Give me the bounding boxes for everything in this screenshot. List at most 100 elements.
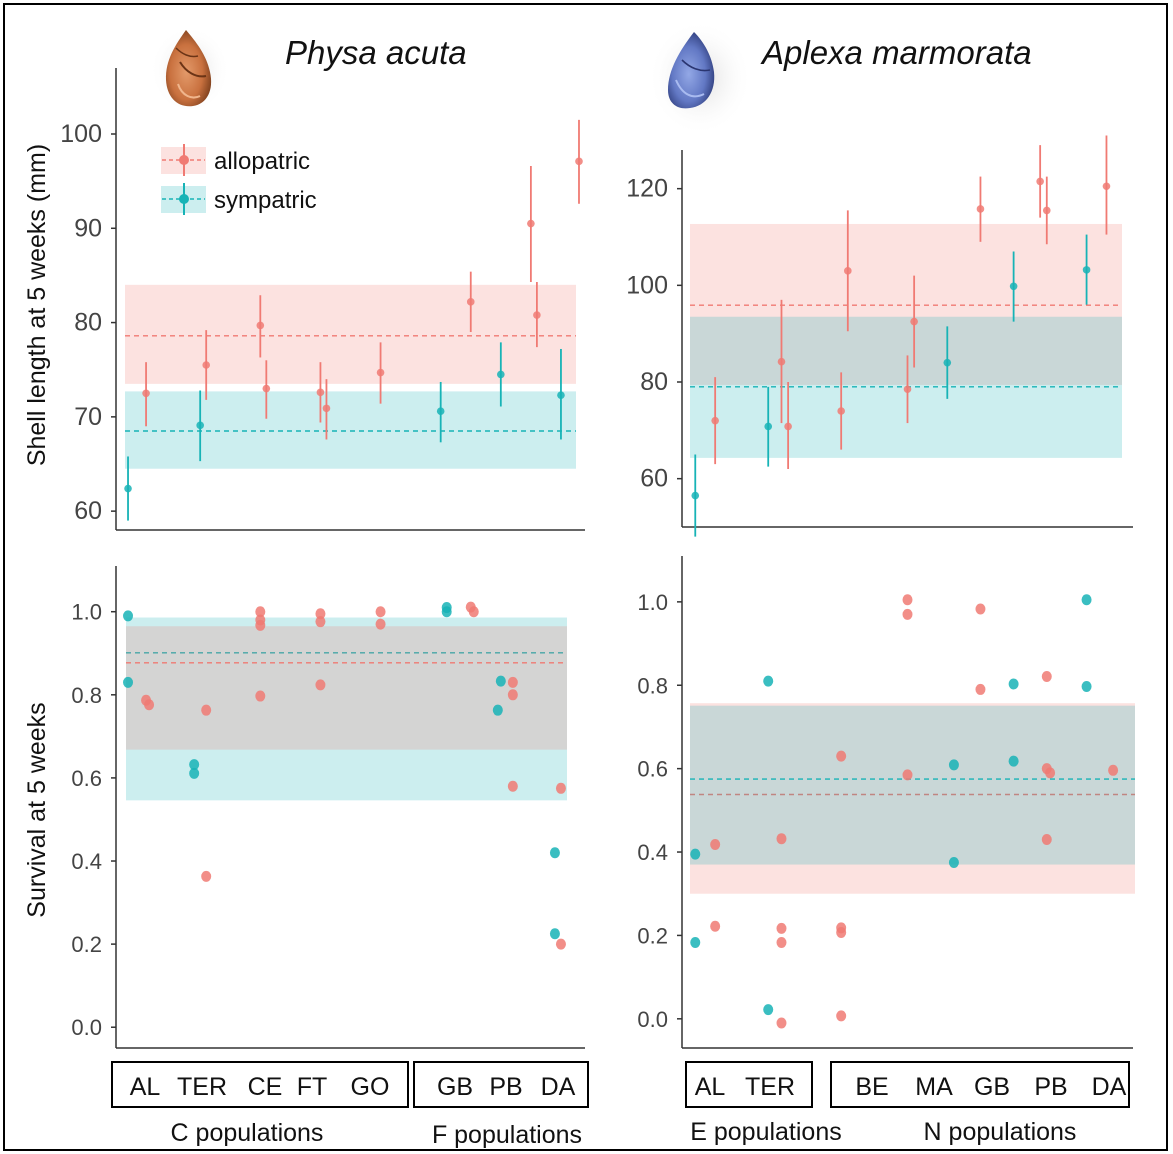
allopatric-point (533, 311, 541, 319)
sympatric-point (763, 1004, 774, 1016)
sympatric-point (1008, 755, 1019, 767)
e-populations-box (685, 1061, 813, 1108)
pop-label: TER (177, 1073, 227, 1101)
sympatric-point (690, 848, 701, 860)
allopatric-point (1041, 670, 1052, 682)
y-tick-label: 70 (74, 403, 102, 431)
y-tick-label: 80 (640, 368, 668, 396)
y-tick-label: 100 (626, 271, 668, 299)
sympatric-point (196, 421, 204, 430)
physa-shell-image (150, 26, 230, 114)
allopatric-point (507, 780, 518, 792)
y-tick-label: 0.2 (71, 932, 102, 957)
pop-label: DA (541, 1073, 576, 1101)
f-populations-label: F populations (432, 1121, 582, 1149)
sympatric-point (549, 928, 560, 940)
pop-label: FT (297, 1073, 328, 1101)
y-tick-label: 1.0 (71, 600, 102, 625)
allopatric-band (126, 626, 567, 750)
pop-label: GB (437, 1073, 473, 1101)
y-tick-label: 0.0 (71, 1015, 102, 1040)
allopatric-point (1045, 767, 1056, 779)
allopatric-point (507, 689, 518, 701)
allopatric-point (836, 1010, 847, 1022)
y-tick-label: 0.8 (71, 683, 102, 708)
allopatric-point (776, 922, 787, 934)
allopatric-point (1102, 182, 1111, 191)
sympatric-point (690, 937, 701, 949)
y-tick-label: 0.2 (637, 923, 668, 948)
ylabel-survival: Survival at 5 weeks (23, 702, 51, 917)
sympatric-point (124, 484, 132, 493)
sympatric-point (1082, 266, 1091, 274)
allopatric-point (201, 870, 212, 882)
sympatric-point (189, 767, 200, 779)
allopatric-point (711, 416, 719, 425)
allopatric-point (375, 618, 386, 630)
species-title-left: Physa acuta (285, 34, 467, 71)
c-populations-box (111, 1061, 409, 1108)
right-population-axis: AL TER BE MA GB PB DA E populations N po… (685, 1061, 1130, 1146)
allopatric-point (1041, 834, 1052, 846)
allopatric-point (255, 619, 266, 631)
pop-label: AL (695, 1073, 726, 1101)
pop-label: GB (974, 1073, 1010, 1101)
sympatric-point (764, 422, 773, 431)
pop-label: MA (915, 1073, 953, 1101)
allopatric-point (836, 927, 847, 939)
allopatric-point (976, 205, 985, 213)
allopatric-point (262, 384, 271, 393)
sympatric-point (495, 675, 506, 687)
y-tick-label: 90 (74, 214, 102, 242)
f-populations-box (413, 1061, 589, 1108)
allopatric-point (575, 157, 583, 166)
allopatric-point (1108, 764, 1119, 776)
ylabel-shell-length: Shell length at 5 weeks (mm) (23, 144, 51, 466)
allopatric-point (836, 750, 847, 762)
panel-physa-shell-length: 60 70 80 90 100 (60, 68, 585, 531)
y-tick-label: 60 (74, 497, 102, 525)
y-tick-label: 0.4 (71, 849, 102, 874)
allopatric-point (468, 606, 479, 618)
y-tick-label: 0.6 (71, 766, 102, 791)
allopatric-point (776, 1017, 787, 1029)
allopatric-point (710, 920, 721, 932)
allopatric-point (903, 385, 912, 394)
allopatric-point (555, 938, 566, 950)
sympatric-point (436, 407, 445, 416)
allopatric-point (777, 357, 786, 366)
sympatric-point (492, 704, 503, 716)
allopatric-point (902, 594, 913, 606)
allopatric-band (690, 703, 1135, 894)
sympatric-point (189, 759, 200, 771)
allopatric-point (316, 388, 325, 397)
sympatric-point (497, 370, 505, 379)
sympatric-point (557, 391, 565, 399)
allopatric-point (837, 407, 845, 415)
pop-label: BE (855, 1073, 888, 1101)
allopatric-point (375, 606, 386, 618)
allopatric-point (902, 769, 913, 781)
pop-label: PB (489, 1073, 522, 1101)
sympatric-point (691, 491, 700, 500)
sympatric-point (943, 358, 952, 367)
left-population-axis: AL TER CE FT GO GB PB DA C populations F… (111, 1061, 589, 1149)
sympatric-point (441, 606, 452, 618)
legend: allopatric sympatric (161, 144, 317, 215)
allopatric-point (975, 603, 986, 615)
allopatric-point (315, 616, 326, 628)
y-tick-label: 1.0 (637, 590, 668, 615)
sympatric-point (1081, 681, 1092, 693)
y-tick-label: 0.6 (637, 757, 668, 782)
sympatric-band (690, 705, 1135, 865)
allopatric-point (555, 782, 566, 794)
allopatric-point (466, 298, 475, 306)
y-tick-label: 100 (60, 120, 102, 148)
allopatric-point (315, 679, 326, 691)
allopatric-point (910, 317, 918, 326)
pop-label: DA (1092, 1073, 1127, 1101)
y-tick-label: 0.0 (637, 1007, 668, 1032)
allopatric-point (1042, 206, 1051, 215)
allopatric-point (507, 676, 518, 688)
